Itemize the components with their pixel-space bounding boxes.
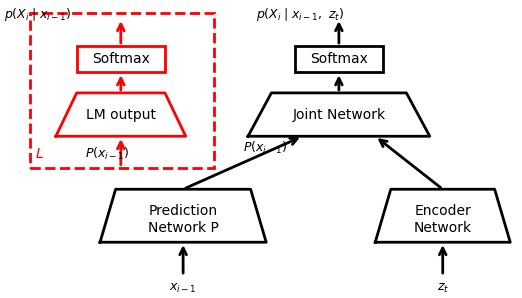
Polygon shape <box>375 189 510 242</box>
Text: $P(x_{i-1})$: $P(x_{i-1})$ <box>86 146 130 162</box>
Text: $P(x_{i-1})$: $P(x_{i-1})$ <box>243 140 288 156</box>
Text: Network P: Network P <box>148 221 219 235</box>
Text: $x_{i-1}$: $x_{i-1}$ <box>169 282 197 295</box>
Text: L: L <box>35 147 43 161</box>
Bar <box>295 46 383 72</box>
Text: Network: Network <box>413 221 472 235</box>
Text: Encoder: Encoder <box>414 204 471 218</box>
Polygon shape <box>100 189 266 242</box>
Text: LM output: LM output <box>86 108 156 122</box>
Text: $z_t$: $z_t$ <box>436 282 449 295</box>
Polygon shape <box>248 93 430 136</box>
Text: Prediction: Prediction <box>149 204 218 218</box>
Bar <box>30 13 214 167</box>
Polygon shape <box>56 93 186 136</box>
Text: Softmax: Softmax <box>310 52 368 66</box>
Text: $p(X_i \mid x_{i-1})$: $p(X_i \mid x_{i-1})$ <box>4 6 72 23</box>
Text: Joint Network: Joint Network <box>292 108 385 122</box>
Bar <box>77 46 165 72</box>
Text: Softmax: Softmax <box>92 52 150 66</box>
Text: $p(X_i \mid x_{i-1},\ z_t)$: $p(X_i \mid x_{i-1},\ z_t)$ <box>256 6 344 23</box>
